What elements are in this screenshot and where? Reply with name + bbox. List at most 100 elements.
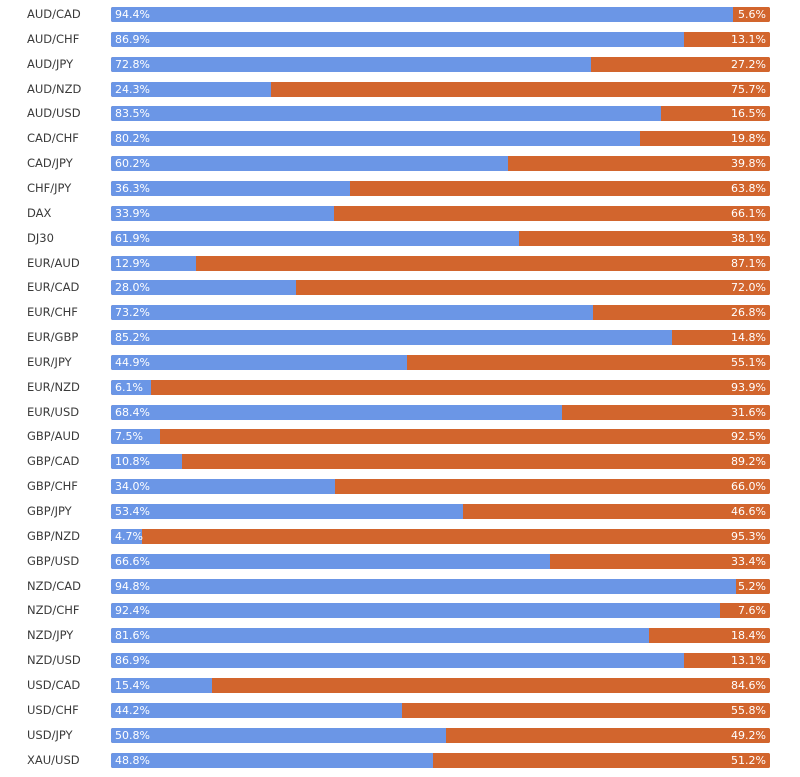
- bar-segment-short: [160, 429, 770, 444]
- category-label: CHF/JPY: [27, 181, 71, 206]
- category-label: GBP/NZD: [27, 529, 80, 554]
- stacked-bar: 68.4% 31.6%: [111, 405, 770, 420]
- stacked-bar: 86.9%13.1%: [111, 653, 770, 668]
- data-label-short: 33.4%: [731, 554, 766, 569]
- data-label-short: 26.8%: [731, 305, 766, 320]
- stacked-bar: 12.9%87.1%: [111, 256, 770, 271]
- chart-row: GBP/USD 66.6% 33.4%: [0, 554, 800, 579]
- category-label: AUD/CAD: [27, 7, 81, 32]
- data-label-long: 72.8%: [115, 57, 150, 72]
- bar-segment-long: [111, 355, 407, 370]
- category-label: XAU/USD: [27, 753, 80, 777]
- bar-segment-long: [111, 728, 446, 743]
- chart-row: XAU/USD 48.8%51.2%: [0, 753, 800, 777]
- category-label: DJ30: [27, 231, 54, 256]
- data-label-long: 50.8%: [115, 728, 150, 743]
- data-label-long: 83.5%: [115, 106, 150, 121]
- data-label-short: 72.0%: [731, 280, 766, 295]
- data-label-short: 49.2%: [731, 728, 766, 743]
- category-label: CAD/JPY: [27, 156, 73, 181]
- category-label: GBP/AUD: [27, 429, 80, 454]
- bar-segment-short: [271, 82, 770, 97]
- category-label: NZD/CHF: [27, 603, 80, 628]
- chart-row: NZD/USD 86.9%13.1%: [0, 653, 800, 678]
- bar-segment-long: [111, 156, 508, 171]
- category-label: GBP/CAD: [27, 454, 79, 479]
- data-label-short: 31.6%: [731, 405, 766, 420]
- category-label: EUR/USD: [27, 405, 79, 430]
- bar-segment-short: [402, 703, 770, 718]
- bar-segment-short: [296, 280, 770, 295]
- data-label-long: 44.9%: [115, 355, 150, 370]
- stacked-bar: 44.2%55.8%: [111, 703, 770, 718]
- category-label: GBP/CHF: [27, 479, 78, 504]
- stacked-bar: 50.8% 49.2%: [111, 728, 770, 743]
- data-label-short: 51.2%: [731, 753, 766, 768]
- chart-row: EUR/USD 68.4% 31.6%: [0, 405, 800, 430]
- bar-segment-long: [111, 405, 562, 420]
- data-label-short: 19.8%: [731, 131, 766, 146]
- bar-segment-long: [111, 305, 593, 320]
- data-label-short: 14.8%: [731, 330, 766, 345]
- category-label: GBP/USD: [27, 554, 79, 579]
- bar-segment-short: [433, 753, 770, 768]
- chart-row: CHF/JPY 36.3%63.8%: [0, 181, 800, 206]
- bar-segment-short: [196, 256, 770, 271]
- stacked-bar: 48.8%51.2%: [111, 753, 770, 768]
- bar-segment-short: [142, 529, 770, 544]
- data-label-short: 89.2%: [731, 454, 766, 469]
- stacked-bar: 81.6%18.4%: [111, 628, 770, 643]
- bar-segment-long: [111, 653, 684, 668]
- stacked-bar: 86.9%13.1%: [111, 32, 770, 47]
- data-label-long: 66.6%: [115, 554, 150, 569]
- bar-segment-long: [111, 32, 684, 47]
- stacked-bar: 7.5%92.5%: [111, 429, 770, 444]
- bar-segment-long: [111, 504, 463, 519]
- stacked-bar: 66.6% 33.4%: [111, 554, 770, 569]
- data-label-long: 15.4%: [115, 678, 150, 693]
- data-label-short: 13.1%: [731, 32, 766, 47]
- bar-segment-long: [111, 106, 661, 121]
- bar-segment-short: [151, 380, 770, 395]
- data-label-long: 92.4%: [115, 603, 150, 618]
- data-label-long: 94.4%: [115, 7, 150, 22]
- category-label: NZD/JPY: [27, 628, 73, 653]
- data-label-short: 27.2%: [731, 57, 766, 72]
- stacked-bar: 28.0%72.0%: [111, 280, 770, 295]
- category-label: NZD/USD: [27, 653, 81, 678]
- data-label-short: 55.8%: [731, 703, 766, 718]
- data-label-long: 24.3%: [115, 82, 150, 97]
- data-label-long: 7.5%: [115, 429, 143, 444]
- data-label-long: 85.2%: [115, 330, 150, 345]
- bar-segment-short: [350, 181, 770, 196]
- stacked-bar: 60.2%39.8%: [111, 156, 770, 171]
- bar-segment-short: [463, 504, 770, 519]
- data-label-short: 63.8%: [731, 181, 766, 196]
- data-label-long: 94.8%: [115, 579, 150, 594]
- bar-segment-short: [334, 206, 770, 221]
- stacked-bar: 94.8%5.2%: [111, 579, 770, 594]
- stacked-bar: 61.9% 38.1%: [111, 231, 770, 246]
- data-label-long: 60.2%: [115, 156, 150, 171]
- data-label-long: 68.4%: [115, 405, 150, 420]
- data-label-short: 38.1%: [731, 231, 766, 246]
- category-label: USD/CHF: [27, 703, 79, 728]
- data-label-short: 66.1%: [731, 206, 766, 221]
- data-label-long: 6.1%: [115, 380, 143, 395]
- data-label-long: 61.9%: [115, 231, 150, 246]
- data-label-long: 34.0%: [115, 479, 150, 494]
- chart-row: CAD/JPY 60.2%39.8%: [0, 156, 800, 181]
- stacked-bar: 36.3%63.8%: [111, 181, 770, 196]
